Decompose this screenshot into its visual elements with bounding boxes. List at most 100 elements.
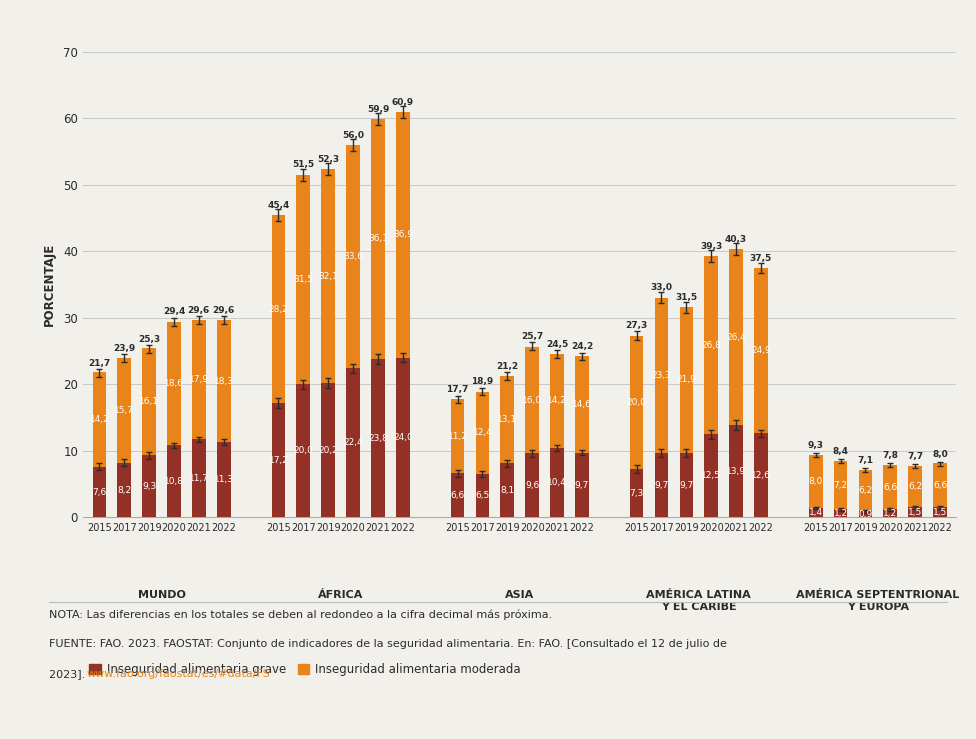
Text: 23,8: 23,8 [368, 434, 387, 443]
Text: 7,8: 7,8 [882, 451, 898, 460]
Bar [834, 509, 847, 517]
Bar [655, 298, 669, 453]
Text: 8,4: 8,4 [833, 447, 848, 456]
Text: 11,3: 11,3 [214, 475, 233, 484]
Bar [630, 336, 643, 469]
Text: 12,4: 12,4 [472, 429, 492, 437]
Bar [346, 368, 360, 517]
Bar [525, 347, 539, 454]
Text: 29,4: 29,4 [163, 307, 185, 316]
Text: 10,4: 10,4 [548, 478, 567, 487]
Text: 9,3: 9,3 [142, 482, 156, 491]
Text: 16,1: 16,1 [140, 398, 159, 406]
Bar [371, 119, 385, 359]
Bar [93, 467, 106, 517]
Text: 6,2: 6,2 [908, 483, 922, 491]
Text: 8,1: 8,1 [500, 486, 514, 495]
Text: 29,6: 29,6 [213, 306, 235, 315]
Text: 1,2: 1,2 [834, 509, 847, 518]
Text: 6,2: 6,2 [858, 486, 873, 495]
Text: 7,2: 7,2 [834, 481, 847, 490]
Text: 39,3: 39,3 [700, 242, 722, 251]
Bar [167, 446, 181, 517]
Text: 59,9: 59,9 [367, 105, 389, 114]
Text: 45,4: 45,4 [267, 201, 290, 210]
Text: 25,7: 25,7 [521, 332, 544, 341]
Text: 32,1: 32,1 [318, 272, 338, 281]
Text: 7,6: 7,6 [93, 488, 106, 497]
Text: 24,0: 24,0 [393, 433, 413, 442]
Bar [451, 399, 465, 474]
Text: 7,7: 7,7 [907, 452, 923, 461]
Bar [883, 509, 897, 517]
Text: 14,2: 14,2 [90, 415, 109, 424]
Text: 51,5: 51,5 [292, 160, 314, 169]
Bar [346, 145, 360, 368]
Text: 14,2: 14,2 [548, 396, 567, 406]
Bar [630, 469, 643, 517]
Text: 23,9: 23,9 [113, 344, 136, 353]
Bar [679, 453, 693, 517]
Bar [297, 384, 310, 517]
Text: 1,5: 1,5 [908, 508, 922, 517]
Text: 22,4: 22,4 [344, 438, 363, 447]
Bar [655, 453, 669, 517]
Text: 36,1: 36,1 [368, 234, 387, 243]
Bar [679, 307, 693, 453]
Bar [933, 463, 947, 507]
Bar [575, 355, 589, 453]
Bar [321, 169, 335, 383]
Text: 8,0: 8,0 [932, 450, 948, 459]
Text: 2023].: 2023]. [49, 669, 89, 679]
Text: 17,9: 17,9 [189, 375, 209, 384]
Text: 40,3: 40,3 [725, 235, 748, 244]
Bar [93, 372, 106, 467]
Text: 26,4: 26,4 [726, 333, 746, 341]
Bar [754, 268, 768, 434]
Text: 26,8: 26,8 [702, 341, 721, 350]
Text: 21,2: 21,2 [496, 362, 518, 371]
Bar [933, 507, 947, 517]
Bar [192, 440, 206, 517]
Bar [705, 256, 718, 435]
Text: 14,6: 14,6 [572, 400, 591, 409]
Text: 9,7: 9,7 [654, 480, 669, 489]
Text: AMÉRICA SEPTENTRIONAL
Y EUROPA: AMÉRICA SEPTENTRIONAL Y EUROPA [796, 590, 959, 612]
Text: 33,6: 33,6 [344, 252, 363, 261]
Bar [909, 507, 922, 517]
Bar [142, 455, 156, 517]
Bar [475, 392, 489, 474]
Text: 28,2: 28,2 [268, 304, 288, 313]
Bar [909, 466, 922, 507]
Text: 17,7: 17,7 [446, 385, 468, 395]
Text: 29,6: 29,6 [187, 306, 210, 315]
Text: ASIA: ASIA [506, 590, 534, 601]
Text: 17,2: 17,2 [268, 456, 288, 465]
Bar [117, 463, 131, 517]
Bar [451, 474, 465, 517]
Text: 6,6: 6,6 [883, 483, 898, 492]
Text: ÁFRICA: ÁFRICA [318, 590, 363, 601]
Text: 24,5: 24,5 [546, 340, 568, 349]
Text: 6,5: 6,5 [475, 491, 490, 500]
Text: 20,0: 20,0 [294, 446, 313, 455]
Text: 13,1: 13,1 [498, 415, 517, 424]
Text: 1,4: 1,4 [809, 508, 823, 517]
Text: 9,3: 9,3 [808, 441, 824, 450]
Text: 21,9: 21,9 [676, 375, 696, 384]
Text: 6,6: 6,6 [933, 481, 947, 490]
Text: 9,7: 9,7 [679, 480, 694, 489]
Bar [217, 321, 230, 442]
Text: 31,5: 31,5 [675, 293, 698, 302]
Bar [729, 249, 743, 425]
Text: NOTA: Las diferencias en los totales se deben al redondeo a la cifra decimal más: NOTA: Las diferencias en los totales se … [49, 610, 552, 620]
Bar [754, 434, 768, 517]
Bar [809, 508, 823, 517]
Text: 23,3: 23,3 [652, 371, 671, 380]
Bar [550, 448, 564, 517]
Bar [396, 112, 410, 358]
Text: 10,8: 10,8 [164, 477, 184, 486]
Bar [809, 454, 823, 508]
Bar [501, 376, 514, 463]
Bar [117, 358, 131, 463]
